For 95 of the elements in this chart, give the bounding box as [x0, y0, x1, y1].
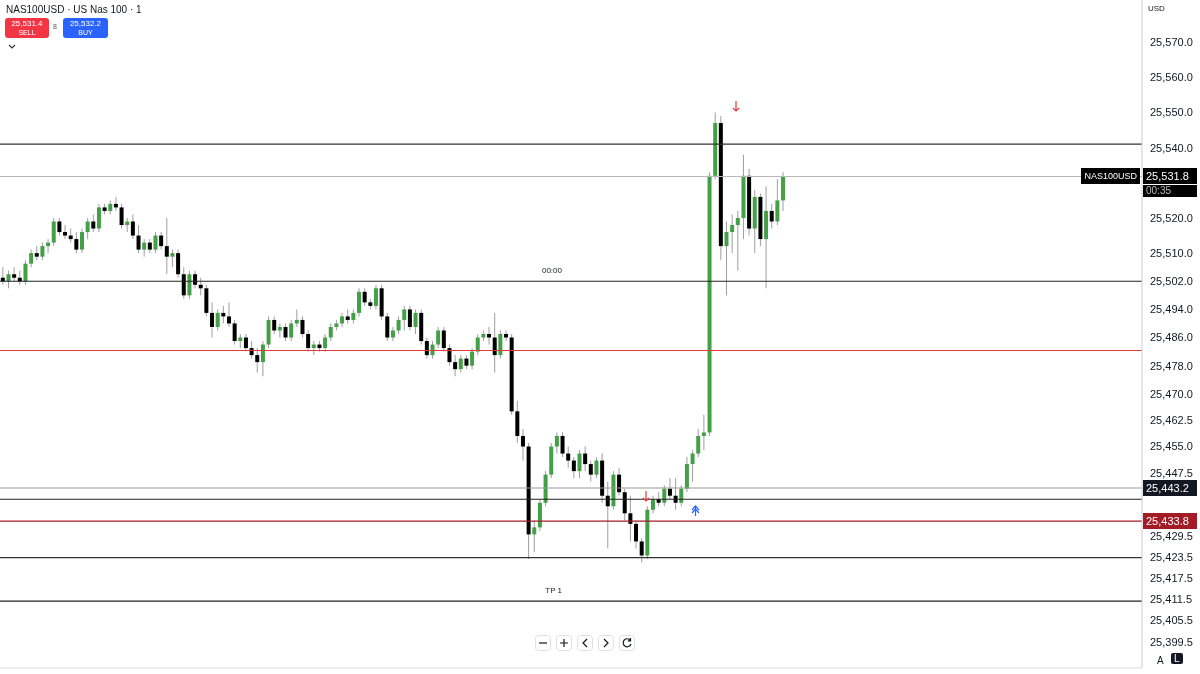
y-tick-label: 25,550.0 — [1150, 106, 1193, 119]
candlestick — [475, 333, 480, 356]
candlestick — [520, 428, 525, 462]
chart-title: NAS100USD · US Nas 100 · 1 — [6, 4, 142, 15]
candlestick — [340, 312, 345, 328]
candlestick — [51, 217, 56, 247]
y-tick-label: 25,494.0 — [1150, 303, 1193, 316]
candlestick — [639, 537, 644, 564]
candlestick — [583, 446, 588, 472]
y-tick-label: 25,447.5 — [1150, 466, 1193, 479]
annotation: 00:00 — [540, 266, 562, 276]
candlestick — [769, 203, 774, 230]
y-tick-label: 25,470.0 — [1150, 387, 1193, 400]
candlestick — [447, 344, 452, 367]
candlestick — [232, 319, 237, 346]
candlestick — [724, 220, 729, 296]
candlestick — [187, 270, 192, 300]
candlestick — [594, 456, 599, 479]
candlestick — [215, 308, 220, 331]
candlestick — [80, 228, 84, 254]
y-tick-label: 25,423.5 — [1150, 551, 1193, 564]
candlestick — [164, 217, 169, 275]
candlestick — [306, 329, 311, 353]
candlestick — [504, 329, 509, 342]
candlestick — [402, 305, 407, 331]
candlestick — [85, 217, 90, 240]
y-tick-label: 25,399.5 — [1150, 635, 1193, 648]
y-tick-label: 25,510.0 — [1150, 247, 1193, 260]
ref-line-label: 25,531.8 — [1143, 168, 1197, 185]
candlestick — [492, 312, 497, 374]
text: L — [1171, 653, 1183, 664]
candlestick — [210, 301, 215, 339]
candlestick — [357, 287, 362, 317]
candlestick — [130, 213, 135, 240]
text: A — [1157, 655, 1164, 666]
candlestick — [63, 224, 68, 240]
y-axis-title: USD — [1148, 4, 1194, 13]
y-tick-label: 25,429.5 — [1150, 530, 1193, 543]
candlestick — [532, 519, 537, 553]
candlestick — [577, 449, 582, 479]
candlestick — [701, 414, 706, 451]
candlestick — [498, 329, 503, 360]
y-tick-label: 25,462.5 — [1150, 414, 1193, 427]
candlestick — [373, 284, 378, 310]
annotation: 25,531.4 — [10, 19, 44, 28]
candlestick — [407, 305, 412, 331]
y-tick-label: 25,417.5 — [1150, 572, 1193, 585]
candlestick — [588, 460, 593, 483]
candlestick — [153, 231, 158, 254]
y-tick-label: 25,478.0 — [1150, 359, 1193, 372]
text: 00:35 — [1143, 185, 1197, 198]
y-tick-label: 25,502.0 — [1150, 275, 1193, 288]
candlestick — [487, 326, 492, 346]
candlestick — [226, 301, 231, 328]
candlestick — [300, 315, 305, 339]
y-tick-label: 25,570.0 — [1150, 36, 1193, 49]
candlestick — [781, 171, 786, 212]
candlestick — [730, 213, 735, 254]
y-tick-label: 25,520.0 — [1150, 211, 1193, 224]
candlestick — [634, 519, 639, 549]
candlestick — [289, 319, 294, 342]
candlestick — [735, 210, 740, 272]
candlestick — [136, 224, 141, 254]
ref-line-label: 25,443.2 — [1143, 479, 1197, 496]
candlestick — [571, 456, 576, 479]
candlestick — [560, 431, 565, 458]
candlestick — [690, 449, 695, 483]
candlestick — [176, 249, 181, 279]
candlestick — [96, 203, 101, 233]
candlestick — [566, 446, 571, 469]
candlestick — [413, 308, 418, 335]
ref-line-label: 25,433.8 — [1143, 513, 1197, 530]
y-tick-label: 25,560.0 — [1150, 71, 1193, 84]
candlestick — [385, 312, 390, 342]
candlestick — [554, 431, 559, 455]
candlestick — [775, 178, 780, 226]
candlestick — [181, 266, 186, 300]
candlestick — [260, 340, 265, 377]
candlestick — [470, 347, 475, 370]
y-tick-label: 25,405.5 — [1150, 614, 1193, 627]
candlestick — [441, 326, 446, 353]
y-tick-label: 25,411.5 — [1150, 593, 1193, 606]
annotation: 25,532.2 — [68, 19, 103, 28]
y-tick-label: 25,455.0 — [1150, 440, 1193, 453]
candlestick — [74, 231, 79, 254]
candlestick — [255, 347, 260, 374]
candlestick — [119, 203, 124, 230]
y-tick-label: 25,540.0 — [1150, 141, 1193, 154]
ref-line-label: TP 1 — [544, 586, 562, 596]
annotation: NAS100USD — [1081, 168, 1140, 185]
candlestick — [23, 259, 28, 286]
candlestick — [453, 354, 458, 377]
candlestick — [436, 326, 441, 349]
y-tick-label: 25,486.0 — [1150, 331, 1193, 344]
candlestick — [696, 428, 701, 458]
